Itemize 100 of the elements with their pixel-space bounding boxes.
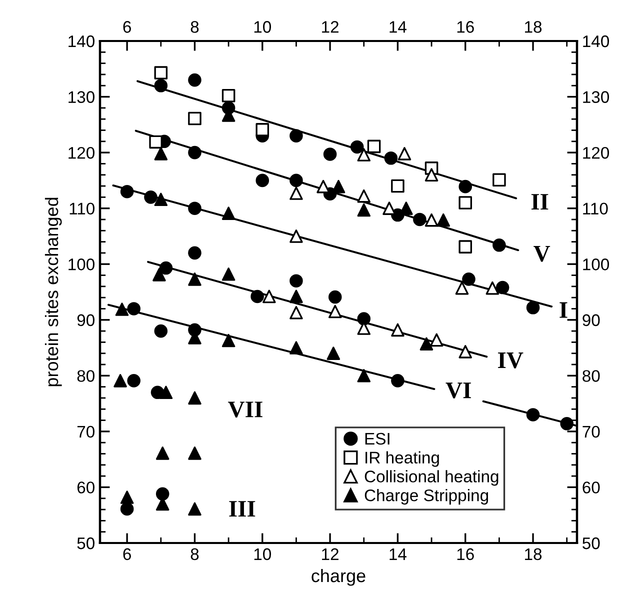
point (188, 146, 202, 160)
point (154, 192, 168, 206)
point (154, 324, 168, 338)
x-tick-label: 18 (525, 548, 542, 560)
point (256, 174, 270, 188)
point (222, 89, 236, 102)
point (458, 240, 472, 254)
point (316, 180, 330, 194)
y-tick-label: 100 (68, 258, 94, 270)
annotation: VII (228, 402, 262, 418)
point (384, 151, 398, 165)
point (391, 179, 404, 193)
point (222, 268, 236, 281)
point (290, 129, 303, 142)
annotation: III (229, 501, 256, 517)
x2-tick-label: 16 (457, 21, 474, 33)
x2-tick-label: 14 (390, 21, 406, 33)
series-label: IV (498, 352, 524, 368)
point (413, 212, 426, 226)
y2-tick-label: 70 (582, 426, 600, 438)
point (222, 206, 236, 220)
point (188, 112, 202, 126)
point (526, 300, 540, 314)
y2-tick-label: 90 (582, 314, 600, 326)
y2-tick-label: 100 (583, 258, 610, 270)
point (290, 174, 303, 188)
x2-tick-label: 10 (254, 21, 271, 33)
point (114, 374, 127, 388)
y-tick-label: 140 (68, 35, 94, 48)
point (144, 190, 158, 204)
point (420, 337, 434, 351)
x-tick-label: 6 (123, 548, 131, 560)
legend-label: IR heating (366, 451, 439, 467)
x-tick-label: 8 (190, 548, 199, 560)
series-label: V (534, 246, 550, 262)
point (357, 312, 371, 326)
y-axis-title: protein sites exchanged (44, 198, 62, 386)
y2-tick-label: 120 (583, 146, 610, 159)
x2-tick-label: 6 (123, 21, 131, 33)
point (526, 408, 540, 422)
y-tick-label: 60 (77, 482, 94, 494)
series-label: VI (446, 382, 471, 398)
point (455, 281, 469, 295)
x-tick-label: 10 (254, 548, 271, 560)
y-tick-label: 50 (77, 537, 94, 550)
point (188, 391, 202, 405)
point (188, 73, 202, 87)
x-tick-label: 12 (322, 548, 338, 560)
y-tick-label: 70 (77, 426, 94, 438)
point (156, 487, 170, 501)
y2-tick-label: 140 (583, 35, 610, 48)
point (290, 230, 303, 243)
point (492, 173, 506, 187)
point (127, 374, 140, 388)
point (250, 290, 264, 304)
x2-tick-label: 18 (525, 21, 542, 33)
y2-tick-label: 130 (583, 91, 610, 103)
legend-label: Charge Stripping (364, 489, 488, 505)
legend-label: Collisional heating (364, 470, 498, 486)
point (391, 374, 404, 388)
point (262, 290, 276, 304)
point (156, 446, 170, 460)
point (424, 168, 438, 182)
point (436, 213, 450, 227)
point (120, 184, 134, 198)
point (256, 123, 270, 136)
point (222, 334, 236, 348)
x-tick-label: 14 (390, 548, 406, 560)
point (332, 180, 346, 194)
point (367, 140, 381, 154)
point (290, 341, 303, 354)
point (486, 281, 500, 295)
y2-tick-label: 60 (582, 482, 600, 494)
point (560, 416, 574, 430)
y-tick-label: 120 (68, 146, 94, 159)
point (159, 386, 173, 400)
y2-tick-label: 110 (583, 202, 608, 215)
y-tick-label: 90 (77, 314, 94, 326)
point (328, 290, 342, 304)
point (492, 238, 506, 252)
point (326, 346, 340, 360)
point (154, 66, 168, 80)
series-label: I (560, 302, 568, 318)
point (350, 140, 364, 154)
x-tick-label: 16 (457, 548, 474, 560)
point (424, 213, 438, 227)
x2-tick-label: 12 (322, 21, 338, 33)
point (115, 302, 129, 316)
point (154, 78, 168, 92)
y-tick-label: 110 (70, 202, 94, 215)
point (458, 196, 472, 210)
point (391, 323, 404, 337)
y-tick-label: 130 (68, 91, 94, 103)
point (290, 186, 303, 200)
point (154, 147, 168, 160)
point (290, 306, 303, 320)
point (127, 302, 140, 316)
point (188, 202, 202, 215)
point (458, 345, 472, 358)
x2-tick-label: 8 (190, 21, 199, 33)
